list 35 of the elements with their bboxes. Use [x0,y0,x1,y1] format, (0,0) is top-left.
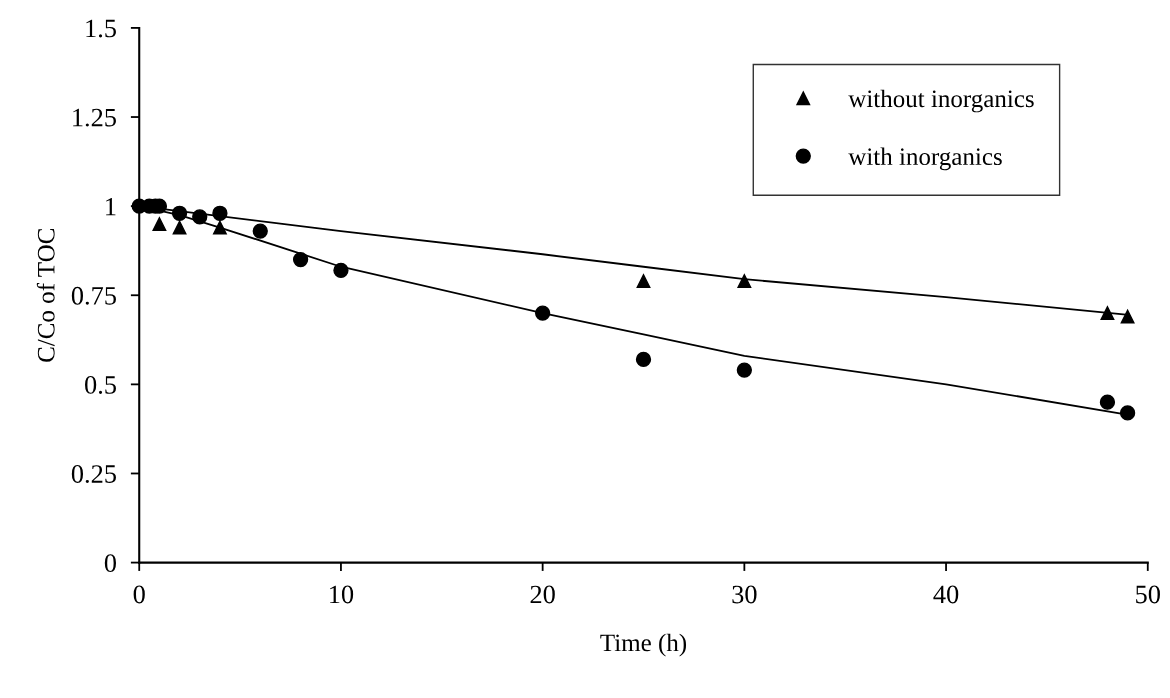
x-tick-label: 40 [933,585,959,604]
y-tick-label: 1.25 [73,108,116,127]
point [171,205,188,221]
point [212,220,227,235]
y-axis-title: C/Co of TOC [36,229,55,362]
y-tick-label: 0.75 [71,286,116,305]
point [1119,405,1136,421]
y-tick-label: 0.25 [71,465,116,484]
legend-label: without inorganics [848,89,1034,113]
point [737,274,752,288]
x-tick-label: 20 [530,585,555,604]
legend-label: with inorganics [848,147,1002,171]
point [736,362,752,378]
point [535,305,551,321]
x-tick-label: 10 [330,585,354,604]
y-tick-label: 0.5 [85,375,116,394]
x-axis-title: Time (h) [600,633,687,657]
x-tick-label: 30 [732,585,757,604]
x-tick-label: 50 [1136,585,1160,604]
point [152,217,167,231]
point [172,220,187,235]
point [192,209,208,225]
point [1120,309,1135,324]
point [212,205,228,221]
point [292,251,309,268]
point [635,351,652,368]
y-tick-label: 1 [106,197,116,216]
point [1100,306,1115,321]
point [333,262,349,278]
x-tick-label: 0 [133,585,145,604]
y-tick-label: 1.5 [86,19,116,38]
point [636,274,651,288]
point [1099,394,1116,410]
point [252,223,268,239]
y-tick-label: 0 [104,554,116,572]
